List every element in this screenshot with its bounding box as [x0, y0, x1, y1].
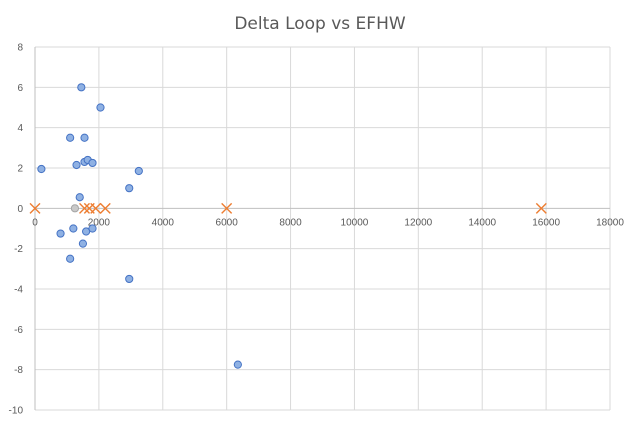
- circle-data-point: [66, 133, 75, 142]
- x-marker-point: [79, 202, 91, 214]
- circle-data-point: [233, 360, 242, 369]
- circle-data-point: [56, 229, 65, 238]
- circle-data-point: [37, 164, 46, 174]
- circle-data-point: [66, 254, 75, 263]
- y-tick-label: -4: [14, 285, 23, 296]
- x-marker-point: [535, 202, 547, 214]
- x-tick-label: 8000: [279, 217, 302, 228]
- x-tick-label: 0: [32, 217, 38, 228]
- data-points: [29, 83, 547, 369]
- circle-data-point: [69, 224, 78, 233]
- x-tick-label: 2000: [88, 217, 111, 228]
- y-tick-label: 4: [17, 123, 23, 134]
- x-marker-point: [29, 202, 41, 214]
- x-tick-label: 6000: [216, 217, 239, 228]
- circle-data-point: [80, 133, 89, 142]
- x-tick-label: 14000: [468, 217, 496, 228]
- x-marker-stroke: [99, 202, 111, 214]
- x-tick-label: 16000: [532, 217, 560, 228]
- circle-data-point: [88, 158, 97, 168]
- x-tick-label: 12000: [404, 217, 432, 228]
- circle-data-point: [125, 184, 134, 193]
- x-marker-point: [99, 202, 111, 214]
- circle-data-point: [96, 103, 105, 112]
- x-marker-stroke: [535, 202, 547, 214]
- circle-data-point: [82, 227, 91, 236]
- y-tick-label: -2: [14, 244, 23, 255]
- x-marker-stroke: [221, 202, 233, 214]
- y-tick-label: -10: [9, 406, 24, 417]
- x-marker-stroke: [90, 202, 102, 214]
- circle-data-point: [75, 193, 84, 202]
- x-marker-point: [221, 202, 233, 214]
- y-tick-label: 8: [17, 43, 23, 54]
- axes: [34, 47, 610, 410]
- x-marker-stroke: [79, 202, 91, 214]
- circle-data-point: [134, 166, 143, 176]
- circle-data-point: [125, 274, 134, 284]
- circle-data-point: [78, 239, 88, 248]
- x-tick-label: 18000: [596, 217, 624, 228]
- gridlines: [35, 46, 611, 411]
- x-tick-label: 4000: [152, 217, 175, 228]
- circle-data-point: [72, 160, 81, 170]
- circle-data-point: [77, 83, 86, 92]
- x-tick-label: 10000: [341, 217, 369, 228]
- y-tick-label: -6: [14, 325, 23, 336]
- tick-labels: -10 -8 -6 -4 -2 0 2 4 6 8 0 2000 4000 6000 8000 10000 12…: [9, 43, 625, 417]
- y-tick-label: -8: [14, 365, 23, 376]
- circle-data-point: [70, 204, 80, 213]
- y-tick-label: 2: [17, 164, 23, 175]
- chart-title: Delta Loop vs EFHW: [234, 14, 406, 34]
- y-tick-label: 6: [17, 83, 23, 94]
- x-marker-stroke: [29, 202, 41, 214]
- x-marker-point: [90, 202, 102, 214]
- y-tick-label: 0: [17, 204, 23, 215]
- circle-data-point: [88, 224, 97, 233]
